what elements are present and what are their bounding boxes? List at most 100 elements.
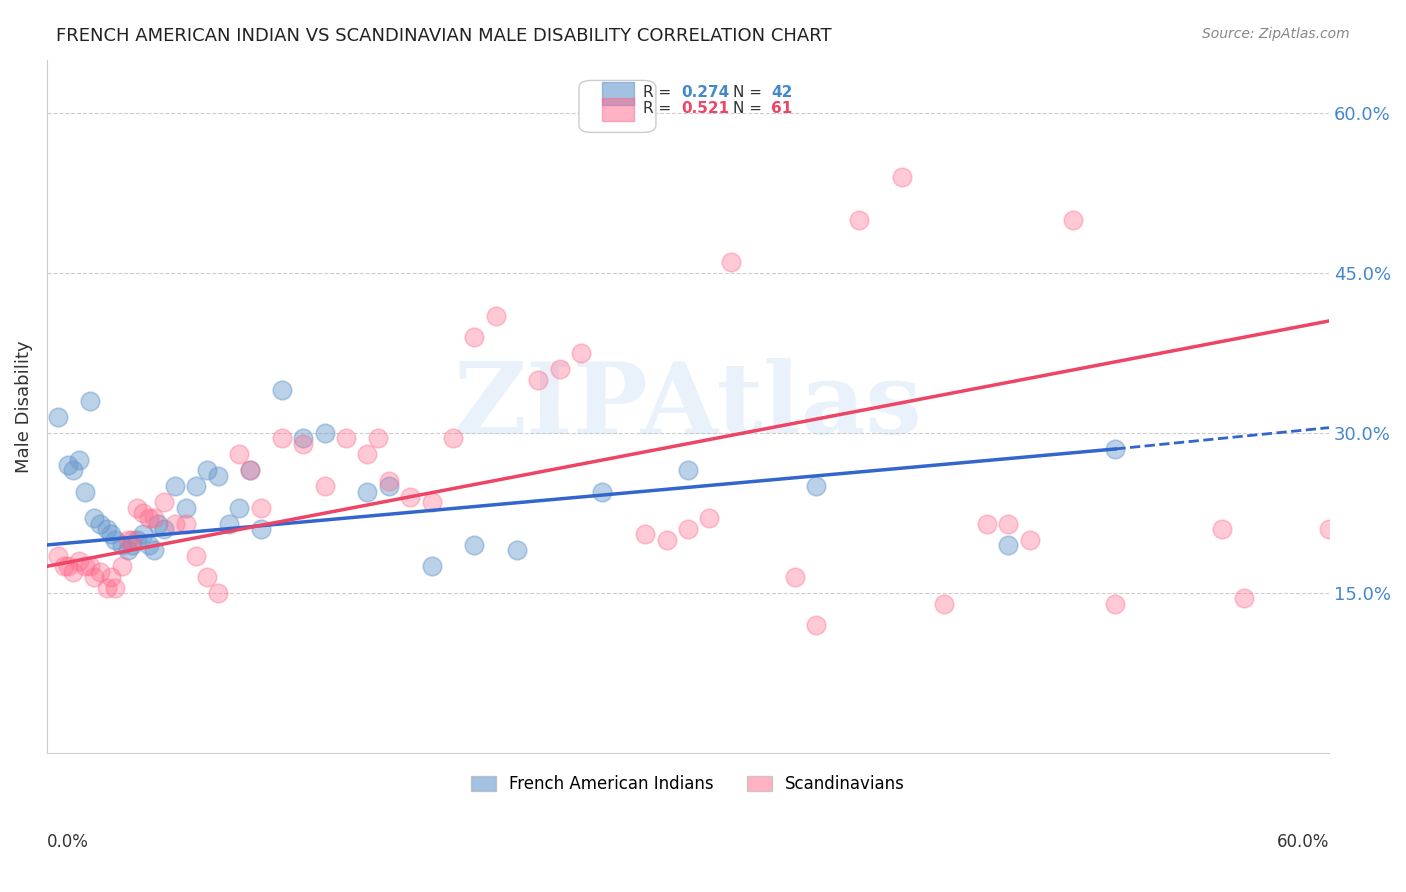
- Point: [934, 597, 956, 611]
- Point: [485, 309, 508, 323]
- Text: R =: R =: [643, 86, 676, 101]
- Point: [976, 516, 998, 531]
- Point: [146, 516, 169, 531]
- Point: [378, 479, 401, 493]
- Point: [111, 538, 134, 552]
- Legend: French American Indians, Scandinavians: French American Indians, Scandinavians: [464, 769, 912, 800]
- Point: [132, 527, 155, 541]
- Point: [142, 543, 165, 558]
- Point: [1062, 212, 1084, 227]
- Point: [79, 559, 101, 574]
- Text: 0.274: 0.274: [682, 86, 730, 101]
- Point: [186, 479, 208, 493]
- Point: [207, 468, 229, 483]
- Point: [62, 565, 84, 579]
- Point: [228, 500, 250, 515]
- Text: 0.0%: 0.0%: [46, 833, 89, 851]
- FancyBboxPatch shape: [579, 80, 655, 132]
- Point: [96, 581, 118, 595]
- Point: [676, 522, 699, 536]
- Point: [138, 538, 160, 552]
- Point: [58, 559, 80, 574]
- Point: [239, 463, 262, 477]
- Point: [75, 559, 97, 574]
- Point: [367, 431, 389, 445]
- Point: [527, 373, 550, 387]
- Point: [356, 484, 378, 499]
- Point: [121, 533, 143, 547]
- Point: [142, 511, 165, 525]
- Point: [697, 511, 720, 525]
- Point: [1104, 597, 1126, 611]
- Point: [239, 463, 262, 477]
- Point: [569, 346, 592, 360]
- Bar: [602, 82, 634, 104]
- Point: [195, 570, 218, 584]
- Point: [75, 484, 97, 499]
- Text: N =: N =: [733, 86, 766, 101]
- Point: [165, 479, 187, 493]
- Point: [89, 565, 111, 579]
- Point: [1232, 591, 1254, 606]
- Text: N =: N =: [733, 102, 766, 116]
- Point: [138, 511, 160, 525]
- Point: [117, 543, 139, 558]
- Point: [46, 409, 69, 424]
- Point: [1211, 522, 1233, 536]
- Text: ZIPAtlas: ZIPAtlas: [454, 358, 922, 455]
- Point: [132, 506, 155, 520]
- Point: [463, 330, 485, 344]
- Point: [655, 533, 678, 547]
- Point: [804, 618, 827, 632]
- Point: [548, 362, 571, 376]
- Point: [420, 559, 443, 574]
- Point: [420, 495, 443, 509]
- Point: [96, 522, 118, 536]
- Point: [292, 431, 315, 445]
- Point: [121, 538, 143, 552]
- Point: [441, 431, 464, 445]
- Point: [104, 533, 127, 547]
- Point: [153, 495, 176, 509]
- Point: [186, 549, 208, 563]
- Point: [314, 425, 336, 440]
- Point: [249, 522, 271, 536]
- Point: [335, 431, 357, 445]
- Point: [1104, 442, 1126, 456]
- Point: [292, 436, 315, 450]
- Point: [207, 586, 229, 600]
- Point: [804, 479, 827, 493]
- Point: [58, 458, 80, 472]
- Text: R =: R =: [643, 102, 676, 116]
- Text: 60.0%: 60.0%: [1277, 833, 1329, 851]
- Point: [399, 490, 422, 504]
- Point: [89, 516, 111, 531]
- Point: [153, 522, 176, 536]
- Point: [634, 527, 657, 541]
- Point: [83, 511, 105, 525]
- Point: [249, 500, 271, 515]
- Point: [165, 516, 187, 531]
- Point: [46, 549, 69, 563]
- Point: [1317, 522, 1340, 536]
- Text: 0.521: 0.521: [682, 102, 730, 116]
- Point: [67, 452, 90, 467]
- Point: [378, 474, 401, 488]
- Point: [997, 516, 1019, 531]
- Point: [111, 559, 134, 574]
- Point: [174, 500, 197, 515]
- Point: [83, 570, 105, 584]
- Point: [356, 447, 378, 461]
- Text: FRENCH AMERICAN INDIAN VS SCANDINAVIAN MALE DISABILITY CORRELATION CHART: FRENCH AMERICAN INDIAN VS SCANDINAVIAN M…: [56, 27, 832, 45]
- Point: [117, 533, 139, 547]
- Text: 61: 61: [772, 102, 793, 116]
- Bar: [602, 98, 634, 120]
- Point: [100, 527, 122, 541]
- Point: [100, 570, 122, 584]
- Point: [195, 463, 218, 477]
- Point: [104, 581, 127, 595]
- Point: [506, 543, 529, 558]
- Point: [463, 538, 485, 552]
- Point: [890, 169, 912, 184]
- Point: [592, 484, 614, 499]
